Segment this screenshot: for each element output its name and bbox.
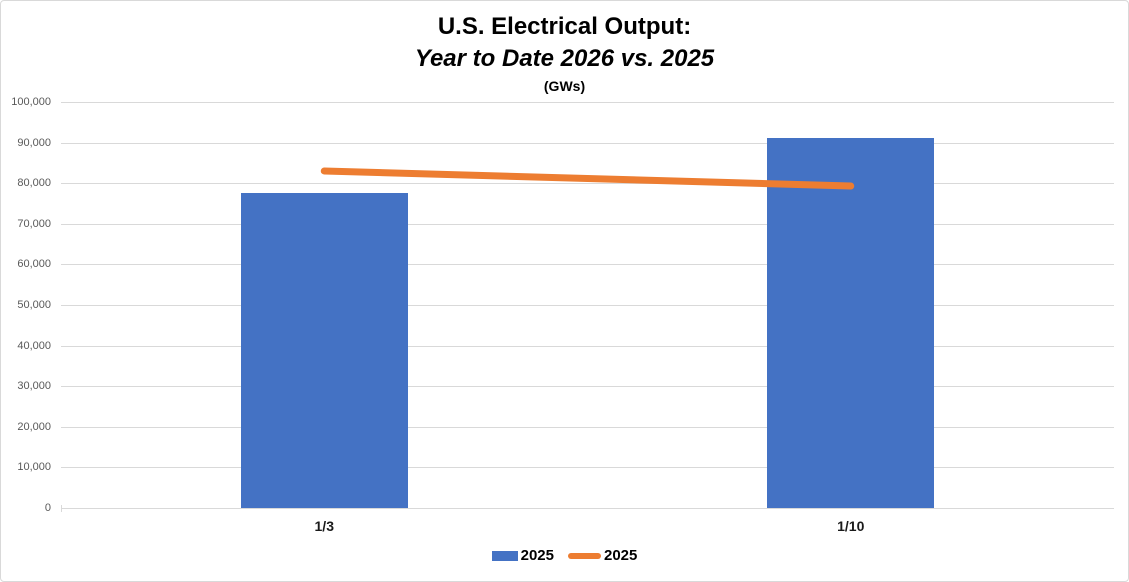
y-gridline [61, 183, 1114, 185]
bar-1/3 [240, 192, 408, 508]
legend-item-bar: 2025 [491, 547, 554, 565]
y-axis-tick-label: 20,000 [17, 420, 51, 433]
chart-subtitle: Year to Date 2026 vs. 2025 [414, 45, 715, 72]
legend: 2025 2025 [1, 547, 1128, 565]
y-axis-tick-label: 30,000 [17, 380, 51, 393]
x-axis-category-label: 1/3 [314, 518, 334, 534]
y-axis-tick-label: 90,000 [17, 136, 51, 149]
x-axis-category-label: 1/10 [837, 518, 865, 534]
y-gridline [61, 102, 1114, 103]
y-gridline [61, 305, 1114, 306]
legend-item-line: 2025 [568, 547, 637, 565]
legend-line-swatch-icon [568, 553, 601, 559]
chart-title: U.S. Electrical Output: [437, 13, 692, 40]
y-gridline [61, 386, 1114, 388]
legend-bar-swatch-icon [491, 551, 518, 561]
legend-label: 2025 [520, 547, 554, 564]
y-gridline [61, 142, 1114, 144]
y-axis-tick-label: 50,000 [17, 299, 51, 311]
y-gridline [61, 467, 1114, 469]
y-gridline [61, 345, 1114, 347]
y-axis-tick-label: 40,000 [17, 339, 51, 352]
y-axis-tick-label: 70,000 [17, 217, 51, 230]
y-gridline [61, 223, 1114, 225]
y-gridline [61, 426, 1114, 428]
y-axis-tick-label: 10,000 [17, 461, 51, 474]
x-axis-line [61, 508, 1114, 509]
bar-1/10 [767, 138, 935, 508]
chart-units-label: (GWs) [543, 78, 586, 94]
chart-title-block: U.S. Electrical Output: Year to Date 202… [1, 11, 1128, 95]
y-axis-tick-label: 0 [44, 502, 51, 514]
x-axis-tick [61, 505, 62, 512]
y-gridline [61, 264, 1114, 266]
y-axis-tick-label: 80,000 [17, 177, 51, 190]
y-axis-tick-label: 60,000 [17, 258, 51, 271]
y-axis-tick-label: 100,000 [11, 96, 51, 108]
legend-label: 2025 [604, 547, 638, 564]
